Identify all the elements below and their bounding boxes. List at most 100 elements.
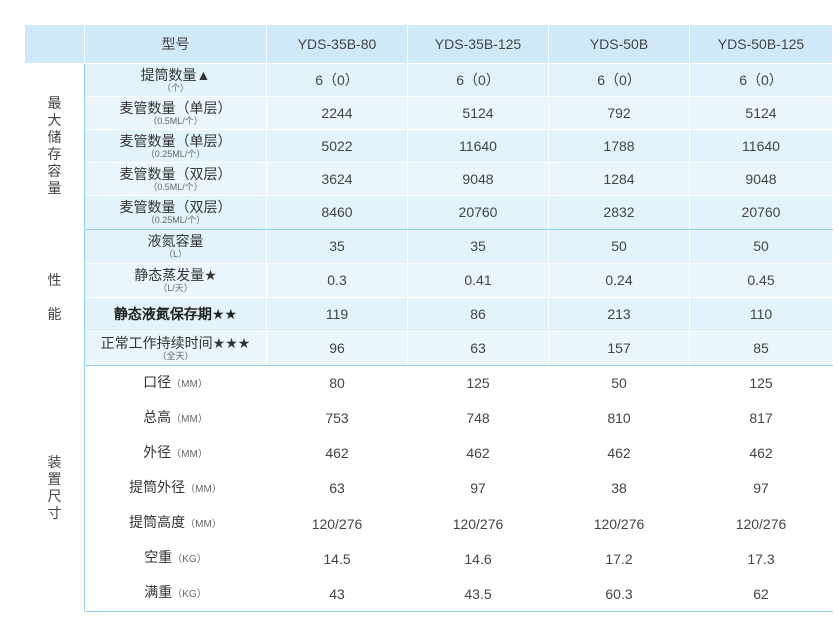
group-label-char: 寸 (47, 505, 62, 522)
value-cell: 11640 (689, 129, 833, 164)
group-label: 装置尺寸 (24, 364, 85, 613)
group-label-char: 大 (47, 112, 62, 129)
item-label-text: 麦管数量（单层） (119, 99, 232, 116)
value-cell: 14.6 (407, 540, 549, 577)
item-label: 总高（MM） (85, 409, 266, 428)
value-cell: 43.5 (407, 575, 549, 613)
item-label: 麦管数量（双层） (85, 199, 266, 215)
value-cell: 5022 (266, 129, 408, 164)
value-cell: 1788 (548, 129, 690, 164)
value-cell: 753 (266, 400, 408, 437)
value-cell: 462 (548, 435, 690, 472)
item-label-text: 外径 (143, 443, 172, 460)
header-model: YDS-50B (548, 24, 690, 64)
item-label-cell: 提筒高度（MM） (84, 505, 267, 542)
item-sublabel: （0.25ML/个） (145, 148, 206, 159)
value-cell: 11640 (407, 129, 549, 164)
value-cell: 97 (407, 470, 549, 507)
item-label-text: 正常工作持续时间★★★ (100, 334, 251, 351)
spec-table: 型号 YDS-35B-80 YDS-35B-125 YDS-50B YDS-50… (24, 24, 833, 613)
table-row: 正常工作持续时间★★★ （全天） 96 63 157 85 (25, 330, 833, 366)
item-label-cell: 满重（KG） (84, 575, 267, 613)
value-cell: 120/276 (407, 505, 549, 542)
value-cell: 50 (548, 228, 690, 264)
value-cell: 110 (689, 296, 833, 332)
value-cell: 63 (266, 470, 408, 507)
table-row: 最大储存容量提筒数量▲ （个） 6（0） 6（0） 6（0） 6（0） (24, 62, 833, 230)
value-cell: 6（0） (266, 62, 408, 98)
item-unit: （KG） (172, 589, 207, 601)
value-cell: 86 (407, 296, 549, 332)
group-label-char: 量 (47, 180, 62, 197)
item-label-cell: 麦管数量（单层） （0.25ML/个） (84, 129, 267, 164)
group-label-char: 置 (47, 471, 62, 488)
value-cell: 85 (689, 330, 833, 366)
item-label: 口径（MM） (85, 374, 266, 393)
value-cell: 6（0） (407, 62, 549, 98)
value-cell: 817 (689, 400, 833, 437)
value-cell: 6（0） (548, 62, 690, 98)
value-cell: 119 (266, 296, 408, 332)
item-label: 外径（MM） (85, 444, 266, 463)
table-row: 总高（MM） 753 748 810 817 (25, 400, 833, 437)
value-cell: 0.45 (689, 262, 833, 298)
group-label: 性 能 (24, 228, 85, 366)
value-cell: 17.2 (548, 540, 690, 577)
value-cell: 20760 (407, 195, 549, 230)
item-label: 麦管数量（单层） (85, 100, 266, 116)
value-cell: 60.3 (548, 575, 690, 613)
table-row: 满重（KG） 43 43.5 60.3 62 (25, 575, 833, 613)
item-sublabel: （0.5ML/个） (148, 115, 203, 126)
value-cell: 1284 (548, 162, 690, 197)
item-label-text: 提筒高度 (129, 514, 186, 531)
header-model: YDS-35B-125 (407, 24, 549, 64)
item-label-cell: 提筒外径（MM） (84, 470, 267, 507)
value-cell: 6（0） (689, 62, 833, 98)
item-label: 液氮容量 (85, 233, 266, 249)
item-sublabel: （0.25ML/个） (145, 214, 206, 225)
table-row: 装置尺寸口径（MM） 80 125 50 125 (24, 364, 833, 613)
table-row: 静态蒸发量★ （L/天） 0.3 0.41 0.24 0.45 (25, 262, 833, 298)
table-row: 静态液氮保存期★★ 119 86 213 110 (25, 296, 833, 332)
item-label: 提筒外径（MM） (85, 479, 266, 498)
value-cell: 5124 (689, 96, 833, 131)
item-label-cell: 空重（KG） (84, 540, 267, 577)
value-cell: 35 (266, 228, 408, 264)
group-label-char: 能 (47, 305, 62, 322)
value-cell: 17.3 (689, 540, 833, 577)
item-label-cell: 正常工作持续时间★★★ （全天） (84, 330, 267, 366)
value-cell: 0.3 (266, 262, 408, 298)
item-label: 提筒数量▲ (85, 67, 266, 83)
value-cell: 96 (266, 330, 408, 366)
item-label-cell: 麦管数量（双层） （0.25ML/个） (84, 195, 267, 230)
item-label-cell: 麦管数量（双层） （0.5ML/个） (84, 162, 267, 197)
table-row: 提筒高度（MM） 120/276 120/276 120/276 120/276 (25, 505, 833, 542)
table-row: 麦管数量（单层） （0.25ML/个） 5022 11640 1788 11640 (25, 129, 833, 164)
group-label: 最大储存容量 (24, 63, 85, 230)
item-label-cell: 外径（MM） (84, 435, 267, 472)
item-label: 满重（KG） (85, 584, 266, 603)
table-row: 外径（MM） 462 462 462 462 (25, 435, 833, 472)
item-label-text: 提筒数量▲ (140, 66, 211, 83)
item-label-cell: 总高（MM） (84, 400, 267, 437)
item-label-text: 提筒外径 (129, 478, 186, 495)
value-cell: 50 (689, 228, 833, 264)
item-label-text: 静态液氮保存期★★ (113, 306, 238, 323)
item-label-cell: 静态液氮保存期★★ (84, 296, 267, 332)
value-cell: 97 (689, 470, 833, 507)
item-label-cell: 提筒数量▲ （个） (84, 62, 267, 98)
value-cell: 0.24 (548, 262, 690, 298)
item-label-cell: 液氮容量 （L） (84, 228, 267, 264)
item-label: 静态蒸发量★ (85, 267, 266, 283)
item-label-text: 口径 (143, 373, 172, 390)
item-unit: （MM） (171, 413, 208, 425)
item-unit: （MM） (185, 483, 222, 495)
item-label-text: 静态蒸发量★ (134, 266, 217, 283)
value-cell: 80 (266, 364, 408, 402)
header-corner (24, 24, 85, 64)
value-cell: 20760 (689, 195, 833, 230)
value-cell: 125 (689, 364, 833, 402)
value-cell: 8460 (266, 195, 408, 230)
value-cell: 3624 (266, 162, 408, 197)
item-sublabel: （个） (161, 82, 189, 93)
